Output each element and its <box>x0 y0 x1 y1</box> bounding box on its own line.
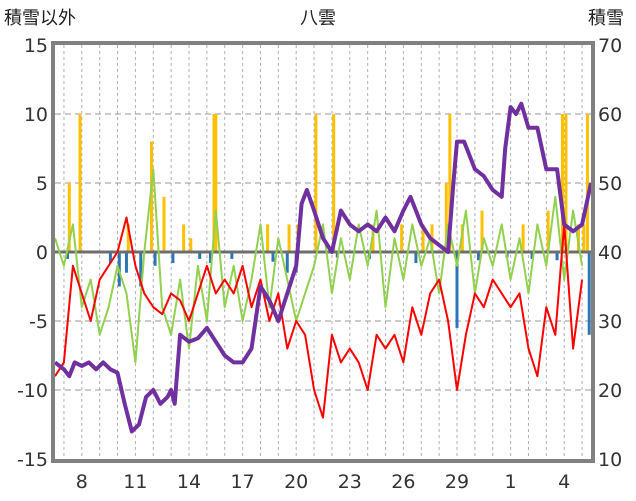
blue_bars-bar <box>555 252 559 261</box>
left-tick-label: -15 <box>17 449 48 471</box>
x-tick-label: 23 <box>338 471 362 493</box>
right-tick-label: 40 <box>598 242 622 264</box>
blue_bars-bar <box>139 252 143 287</box>
precip-bar <box>189 238 193 252</box>
blue_bars-bar <box>271 252 275 262</box>
plot-frame <box>51 41 595 463</box>
blue_bars-bar <box>124 252 128 273</box>
blue_bars-bar <box>530 252 534 259</box>
right-tick-label: 70 <box>598 35 622 57</box>
precip-bar <box>560 114 564 252</box>
precip-bar <box>332 114 336 252</box>
precip-bar <box>214 114 218 252</box>
precip-bar <box>448 114 452 252</box>
x-tick-label: 11 <box>123 471 147 493</box>
blue_bars-bar <box>66 252 70 259</box>
left-tick-label: -10 <box>17 380 48 402</box>
x-tick-label: 8 <box>76 471 88 493</box>
precip-bar <box>480 210 484 252</box>
precip-bar <box>546 210 550 252</box>
left-tick-label: 0 <box>36 242 48 264</box>
precip-bar <box>126 224 130 252</box>
right-axis-ticks: 70 60 50 40 30 20 10 <box>598 35 622 471</box>
blue_bars-bar <box>285 252 289 273</box>
left-tick-label: 10 <box>24 104 48 126</box>
x-tick-label: 1 <box>505 471 517 493</box>
x-tick-label: 14 <box>177 471 201 493</box>
blue_bars-bar <box>208 252 212 264</box>
blue_bars-bar <box>230 252 234 259</box>
blue_bars-bar <box>198 252 202 259</box>
x-tick-label: 4 <box>558 471 570 493</box>
right-tick-label: 60 <box>598 104 622 126</box>
left-axis-ticks: 15 10 5 0 -5 -10 -15 <box>17 35 48 471</box>
blue_bars-bar <box>153 252 157 266</box>
precip-bar <box>585 114 589 252</box>
precip-bar <box>266 224 270 252</box>
blue_bars-bar <box>476 252 480 261</box>
precip-bar <box>212 114 216 252</box>
blue_bars-bar <box>171 252 175 264</box>
right-axis-label: 積雪 <box>588 8 624 29</box>
line-series <box>53 101 593 434</box>
precip-bar <box>287 224 291 252</box>
left-tick-label: -5 <box>29 311 48 333</box>
x-tick-label: 20 <box>284 471 308 493</box>
blue_bars-bar <box>587 252 591 335</box>
precip-bar <box>182 224 186 252</box>
precip-bar <box>149 141 153 252</box>
x-axis-ticks: 8 11 14 17 20 23 26 29 1 4 <box>76 471 570 493</box>
precip-bar <box>400 224 404 252</box>
left-tick-label: 5 <box>36 173 48 195</box>
precip-bar <box>521 224 525 252</box>
blue_bars-bar <box>108 252 112 264</box>
right-tick-label: 20 <box>598 380 622 402</box>
precip-bar <box>162 196 166 252</box>
precip-bar <box>444 183 448 252</box>
x-tick-label: 17 <box>231 471 255 493</box>
precip-bar <box>582 224 586 252</box>
right-tick-label: 30 <box>598 311 622 333</box>
chart-title: 八雲 <box>300 8 336 29</box>
precip-bar <box>314 114 318 252</box>
left-tick-label: 15 <box>24 35 48 57</box>
right-tick-label: 50 <box>598 173 622 195</box>
precip-bar <box>67 183 71 252</box>
blue_bars-bar <box>414 252 418 264</box>
x-tick-label: 29 <box>445 471 469 493</box>
blue_bars-bar <box>455 252 459 328</box>
snow_depth-series <box>53 101 593 434</box>
green_line-series <box>54 168 584 364</box>
precip-bar <box>78 114 82 252</box>
red_line-series <box>54 216 584 419</box>
x-tick-label: 26 <box>391 471 415 493</box>
precip-bar <box>564 114 568 252</box>
precip-bar <box>421 224 425 252</box>
right-tick-label: 10 <box>598 449 622 471</box>
left-axis-label: 積雪以外 <box>4 8 76 29</box>
